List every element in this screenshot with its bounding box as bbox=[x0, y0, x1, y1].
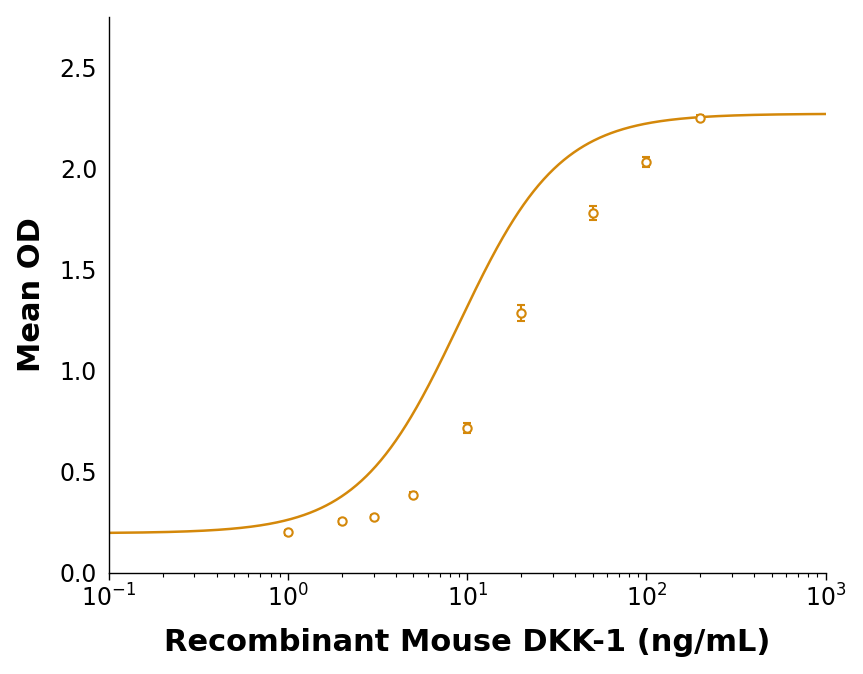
X-axis label: Recombinant Mouse DKK-1 (ng/mL): Recombinant Mouse DKK-1 (ng/mL) bbox=[164, 628, 771, 657]
Y-axis label: Mean OD: Mean OD bbox=[16, 217, 46, 372]
